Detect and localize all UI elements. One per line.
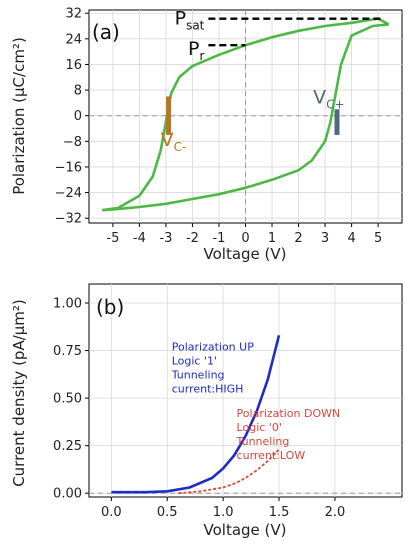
panel-b-label: (b) <box>96 295 124 319</box>
b-x-tick-label: 1.5 <box>269 505 290 520</box>
panel-b-series <box>111 334 281 495</box>
a-y-tick-label: 32 <box>65 7 82 22</box>
a-x-tick-label: 5 <box>374 231 382 246</box>
b-y-tick-label: 0.75 <box>53 344 82 359</box>
loop-lower-branch <box>102 23 389 212</box>
polarization-up-note-line: current:HIGH <box>172 383 244 396</box>
a-y-tick-label: 24 <box>65 32 82 47</box>
panel-a-x-ticks: -5 -4 -3 -2 -1 0 1 2 3 4 5 <box>106 223 382 246</box>
polarization-up-note-line: Tunneling <box>171 369 225 382</box>
panel-a-annotations: Psat Pr VC- VC+ <box>161 8 384 154</box>
a-x-tick-label: -5 <box>106 231 119 246</box>
panel-a-hysteresis: Psat Pr VC- VC+ -5 -4 -3 -2 -1 0 1 2 3 4 5 32 24 16 8 0 −8… <box>10 7 403 263</box>
a-y-tick-label: −16 <box>55 160 82 175</box>
psat-label: Psat <box>175 8 205 33</box>
a-y-tick-label: −32 <box>55 212 82 227</box>
b-x-tick-label: 2.0 <box>325 505 346 520</box>
polarization-up-note: Polarization UP Logic '1' Tunneling current… <box>171 341 254 396</box>
a-y-tick-label: 0 <box>74 109 82 124</box>
a-x-tick-label: -2 <box>186 231 199 246</box>
panel-b-y-ticks: 0.00 0.25 0.50 0.75 1.00 <box>53 297 89 502</box>
panel-a-series <box>102 17 390 212</box>
vcminus-label: VC- <box>161 129 187 154</box>
a-x-tick-label: 4 <box>347 231 355 246</box>
b-x-tick-label: 0.0 <box>101 505 122 520</box>
polarization-down-curve <box>178 448 280 495</box>
panel-a-ylabel: Polarization (μC/cm²) <box>10 37 28 195</box>
a-x-tick-label: -3 <box>159 231 172 246</box>
panel-a-reference-lines <box>89 10 402 223</box>
polarization-up-curve <box>111 334 281 494</box>
b-x-tick-label: 0.5 <box>157 505 178 520</box>
polarization-down-note-line: current:LOW <box>237 449 306 462</box>
panel-b-frame <box>88 283 403 498</box>
a-x-tick-label: 2 <box>294 231 302 246</box>
loop-upper-branch <box>102 17 390 212</box>
a-y-tick-label: −24 <box>55 186 82 201</box>
panel-a-label: (a) <box>92 20 120 44</box>
b-y-tick-label: 0.50 <box>53 392 82 407</box>
panel-a-y-ticks: 32 24 16 8 0 −8 −16 −24 −32 <box>55 7 89 227</box>
a-x-tick-label: -1 <box>212 231 225 246</box>
polarization-down-note-line: Logic '0' <box>237 421 282 434</box>
polarization-down-note-line: Tunneling <box>236 435 290 448</box>
a-y-tick-label: 8 <box>74 84 82 99</box>
a-x-tick-label: 3 <box>321 231 329 246</box>
a-x-tick-label: 1 <box>268 231 276 246</box>
a-x-tick-label: -4 <box>133 231 146 246</box>
panel-b-x-ticks: 0.0 0.5 1.0 1.5 2.0 <box>101 497 345 520</box>
a-y-tick-label: 16 <box>65 58 82 73</box>
vcplus-label: VC+ <box>313 87 344 112</box>
a-x-tick-label: 0 <box>241 231 249 246</box>
b-y-tick-label: 0.00 <box>53 487 82 502</box>
panel-a-xlabel: Voltage (V) <box>204 245 287 263</box>
panel-b-ylabel: Current density (pA/μm²) <box>10 299 28 487</box>
panel-b-notes: Polarization UP Logic '1' Tunneling current… <box>171 341 341 463</box>
polarization-up-note-line: Polarization UP <box>172 341 254 354</box>
polarization-down-note-line: Polarization DOWN <box>237 407 341 420</box>
b-y-tick-label: 0.25 <box>53 439 82 454</box>
a-y-tick-label: −8 <box>63 135 82 150</box>
polarization-down-note: Polarization DOWN Logic '0' Tunneling curre… <box>236 407 341 462</box>
pr-label: Pr <box>188 38 204 63</box>
b-x-tick-label: 1.0 <box>213 505 234 520</box>
panel-b-xlabel: Voltage (V) <box>204 521 287 539</box>
b-y-tick-label: 1.00 <box>53 297 82 312</box>
polarization-up-note-line: Logic '1' <box>172 355 217 368</box>
panel-b-current: Polarization UP Logic '1' Tunneling current… <box>10 283 403 539</box>
